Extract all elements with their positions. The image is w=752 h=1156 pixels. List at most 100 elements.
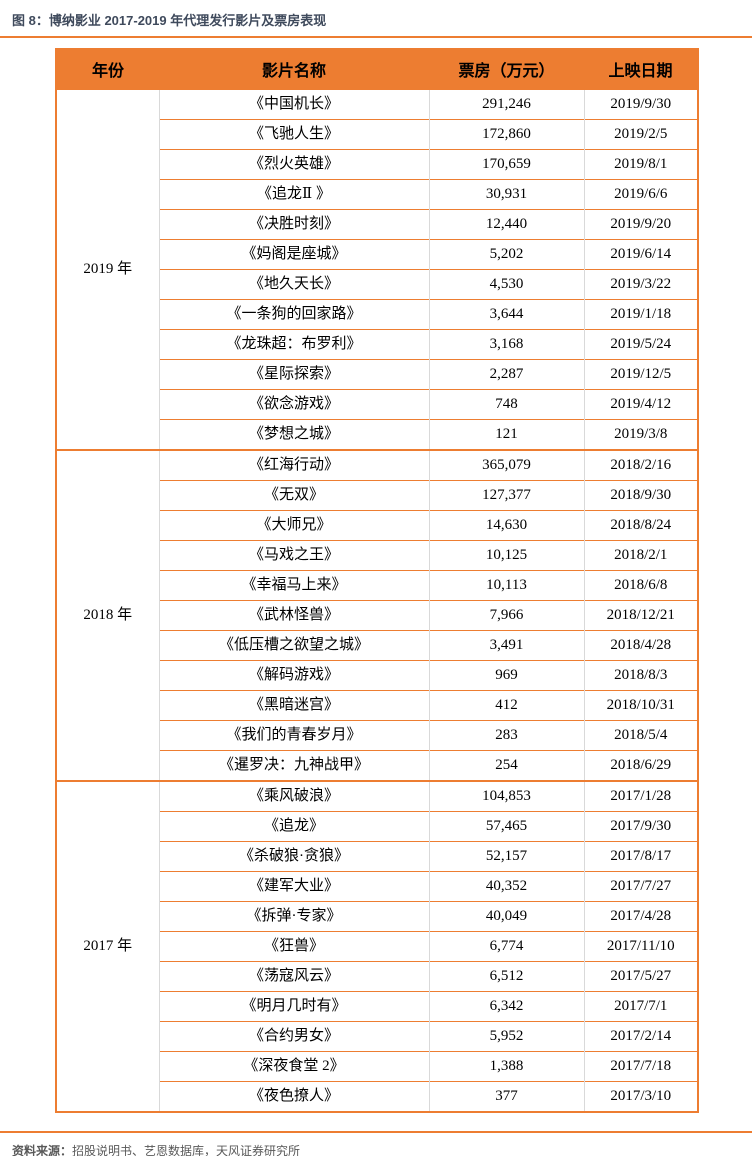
film-name: 《杀破狼·贪狼》 — [158, 841, 429, 872]
release-date: 2018/5/4 — [583, 720, 698, 751]
release-date: 2019/6/14 — [583, 239, 698, 270]
table-row: 《建军大业》 40,352 2017/7/27 — [56, 871, 698, 902]
film-name: 《追龙》 — [158, 811, 429, 842]
table-header-row: 年份 影片名称 票房（万元） 上映日期 — [56, 49, 698, 89]
release-date: 2018/9/30 — [583, 480, 698, 511]
table-row: 《拆弹·专家》 40,049 2017/4/28 — [56, 901, 698, 932]
release-date: 2018/6/29 — [583, 750, 698, 781]
table-row: 《追龙Ⅱ 》 30,931 2019/6/6 — [56, 179, 698, 210]
film-name: 《地久天长》 — [158, 269, 429, 300]
boxoffice-value: 14,630 — [428, 510, 584, 541]
release-date: 2018/8/3 — [583, 660, 698, 691]
footer-rule — [0, 1131, 752, 1133]
table-row: 《飞驰人生》 172,860 2019/2/5 — [56, 119, 698, 150]
film-name: 《追龙Ⅱ 》 — [158, 179, 429, 210]
table-row: 《杀破狼·贪狼》 52,157 2017/8/17 — [56, 841, 698, 872]
table-row: 《星际探索》 2,287 2019/12/5 — [56, 359, 698, 390]
film-name: 《梦想之城》 — [158, 419, 429, 450]
release-date: 2019/9/20 — [583, 209, 698, 240]
table-row: 《狂兽》 6,774 2017/11/10 — [56, 931, 698, 962]
table-row: 《地久天长》 4,530 2019/3/22 — [56, 269, 698, 300]
film-name: 《建军大业》 — [158, 871, 429, 902]
header-cell-year: 年份 — [56, 49, 159, 89]
table-row: 2019 年《中国机长》 291,246 2019/9/30 — [56, 88, 698, 450]
film-name: 《决胜时刻》 — [158, 209, 429, 240]
table-row: 《我们的青春岁月》 283 2018/5/4 — [56, 720, 698, 751]
release-date: 2019/1/18 — [583, 299, 698, 330]
table-row: 2017 年《乘风破浪》 104,853 2017/1/28 — [56, 780, 698, 1112]
film-name: 《明月几时有》 — [158, 991, 429, 1022]
film-name: 《荡寇风云》 — [158, 961, 429, 992]
release-date: 2018/8/24 — [583, 510, 698, 541]
boxoffice-value: 104,853 — [428, 780, 584, 812]
film-name: 《解码游戏》 — [158, 660, 429, 691]
release-date: 2018/10/31 — [583, 690, 698, 721]
table-row: 《明月几时有》 6,342 2017/7/1 — [56, 991, 698, 1022]
table-row: 《幸福马上来》 10,113 2018/6/8 — [56, 570, 698, 601]
film-name: 《一条狗的回家路》 — [158, 299, 429, 330]
release-date: 2019/9/30 — [583, 88, 698, 120]
table-row: 2018 年《红海行动》 365,079 2018/2/16 — [56, 449, 698, 781]
box-office-table: 年份 影片名称 票房（万元） 上映日期 2019 年《中国机长》 291,246 2… — [55, 48, 699, 1113]
film-name: 《大师兄》 — [158, 510, 429, 541]
boxoffice-value: 170,659 — [428, 149, 584, 180]
header-cell-date: 上映日期 — [584, 49, 698, 89]
boxoffice-value: 2,287 — [428, 359, 584, 390]
film-name: 《乘风破浪》 — [158, 780, 429, 812]
boxoffice-value: 10,113 — [428, 570, 584, 601]
boxoffice-value: 7,966 — [428, 600, 584, 631]
release-date: 2017/7/27 — [583, 871, 698, 902]
film-name: 《幸福马上来》 — [158, 570, 429, 601]
release-date: 2018/12/21 — [583, 600, 698, 631]
header-cell-boxoffice: 票房（万元） — [429, 49, 584, 89]
year-cell: 2019 年 — [56, 88, 159, 450]
release-date: 2017/2/14 — [583, 1021, 698, 1052]
boxoffice-value: 748 — [428, 389, 584, 420]
release-date: 2018/4/28 — [583, 630, 698, 661]
film-name: 《合约男女》 — [158, 1021, 429, 1052]
boxoffice-value: 3,644 — [428, 299, 584, 330]
release-date: 2017/9/30 — [583, 811, 698, 842]
table-row: 《解码游戏》 969 2018/8/3 — [56, 660, 698, 691]
boxoffice-value: 6,342 — [428, 991, 584, 1022]
film-name: 《烈火英雄》 — [158, 149, 429, 180]
table-row: 《欲念游戏》 748 2019/4/12 — [56, 389, 698, 420]
release-date: 2017/7/18 — [583, 1051, 698, 1082]
film-name: 《深夜食堂 2》 — [158, 1051, 429, 1082]
release-date: 2019/12/5 — [583, 359, 698, 390]
table-row: 《烈火英雄》 170,659 2019/8/1 — [56, 149, 698, 180]
boxoffice-value: 10,125 — [428, 540, 584, 571]
boxoffice-value: 254 — [428, 750, 584, 781]
film-name: 《暹罗决：九神战甲》 — [158, 750, 429, 781]
boxoffice-value: 57,465 — [428, 811, 584, 842]
source-label: 资料来源： — [12, 1144, 73, 1156]
table-row: 《深夜食堂 2》 1,388 2017/7/18 — [56, 1051, 698, 1082]
release-date: 2017/5/27 — [583, 961, 698, 992]
film-name: 《狂兽》 — [158, 931, 429, 962]
title-rule — [0, 36, 752, 38]
release-date: 2017/7/1 — [583, 991, 698, 1022]
film-name: 《星际探索》 — [158, 359, 429, 390]
year-cell: 2017 年 — [56, 780, 159, 1112]
table-row: 《龙珠超：布罗利》 3,168 2019/5/24 — [56, 329, 698, 360]
source-text: 招股说明书、艺恩数据库，天风证券研究所 — [72, 1144, 301, 1156]
film-name: 《拆弹·专家》 — [158, 901, 429, 932]
film-name: 《无双》 — [158, 480, 429, 511]
boxoffice-value: 12,440 — [428, 209, 584, 240]
film-name: 《低压槽之欲望之城》 — [158, 630, 429, 661]
table-row: 《暹罗决：九神战甲》 254 2018/6/29 — [56, 750, 698, 781]
film-name: 《黑暗迷宫》 — [158, 690, 429, 721]
release-date: 2019/4/12 — [583, 389, 698, 420]
release-date: 2017/8/17 — [583, 841, 698, 872]
boxoffice-value: 52,157 — [428, 841, 584, 872]
boxoffice-value: 127,377 — [428, 480, 584, 511]
film-name: 《我们的青春岁月》 — [158, 720, 429, 751]
table-row: 《一条狗的回家路》 3,644 2019/1/18 — [56, 299, 698, 330]
release-date: 2017/4/28 — [583, 901, 698, 932]
table-row: 《低压槽之欲望之城》 3,491 2018/4/28 — [56, 630, 698, 661]
release-date: 2018/2/1 — [583, 540, 698, 571]
film-name: 《中国机长》 — [158, 88, 429, 120]
boxoffice-value: 377 — [428, 1081, 584, 1112]
release-date: 2019/3/22 — [583, 269, 698, 300]
